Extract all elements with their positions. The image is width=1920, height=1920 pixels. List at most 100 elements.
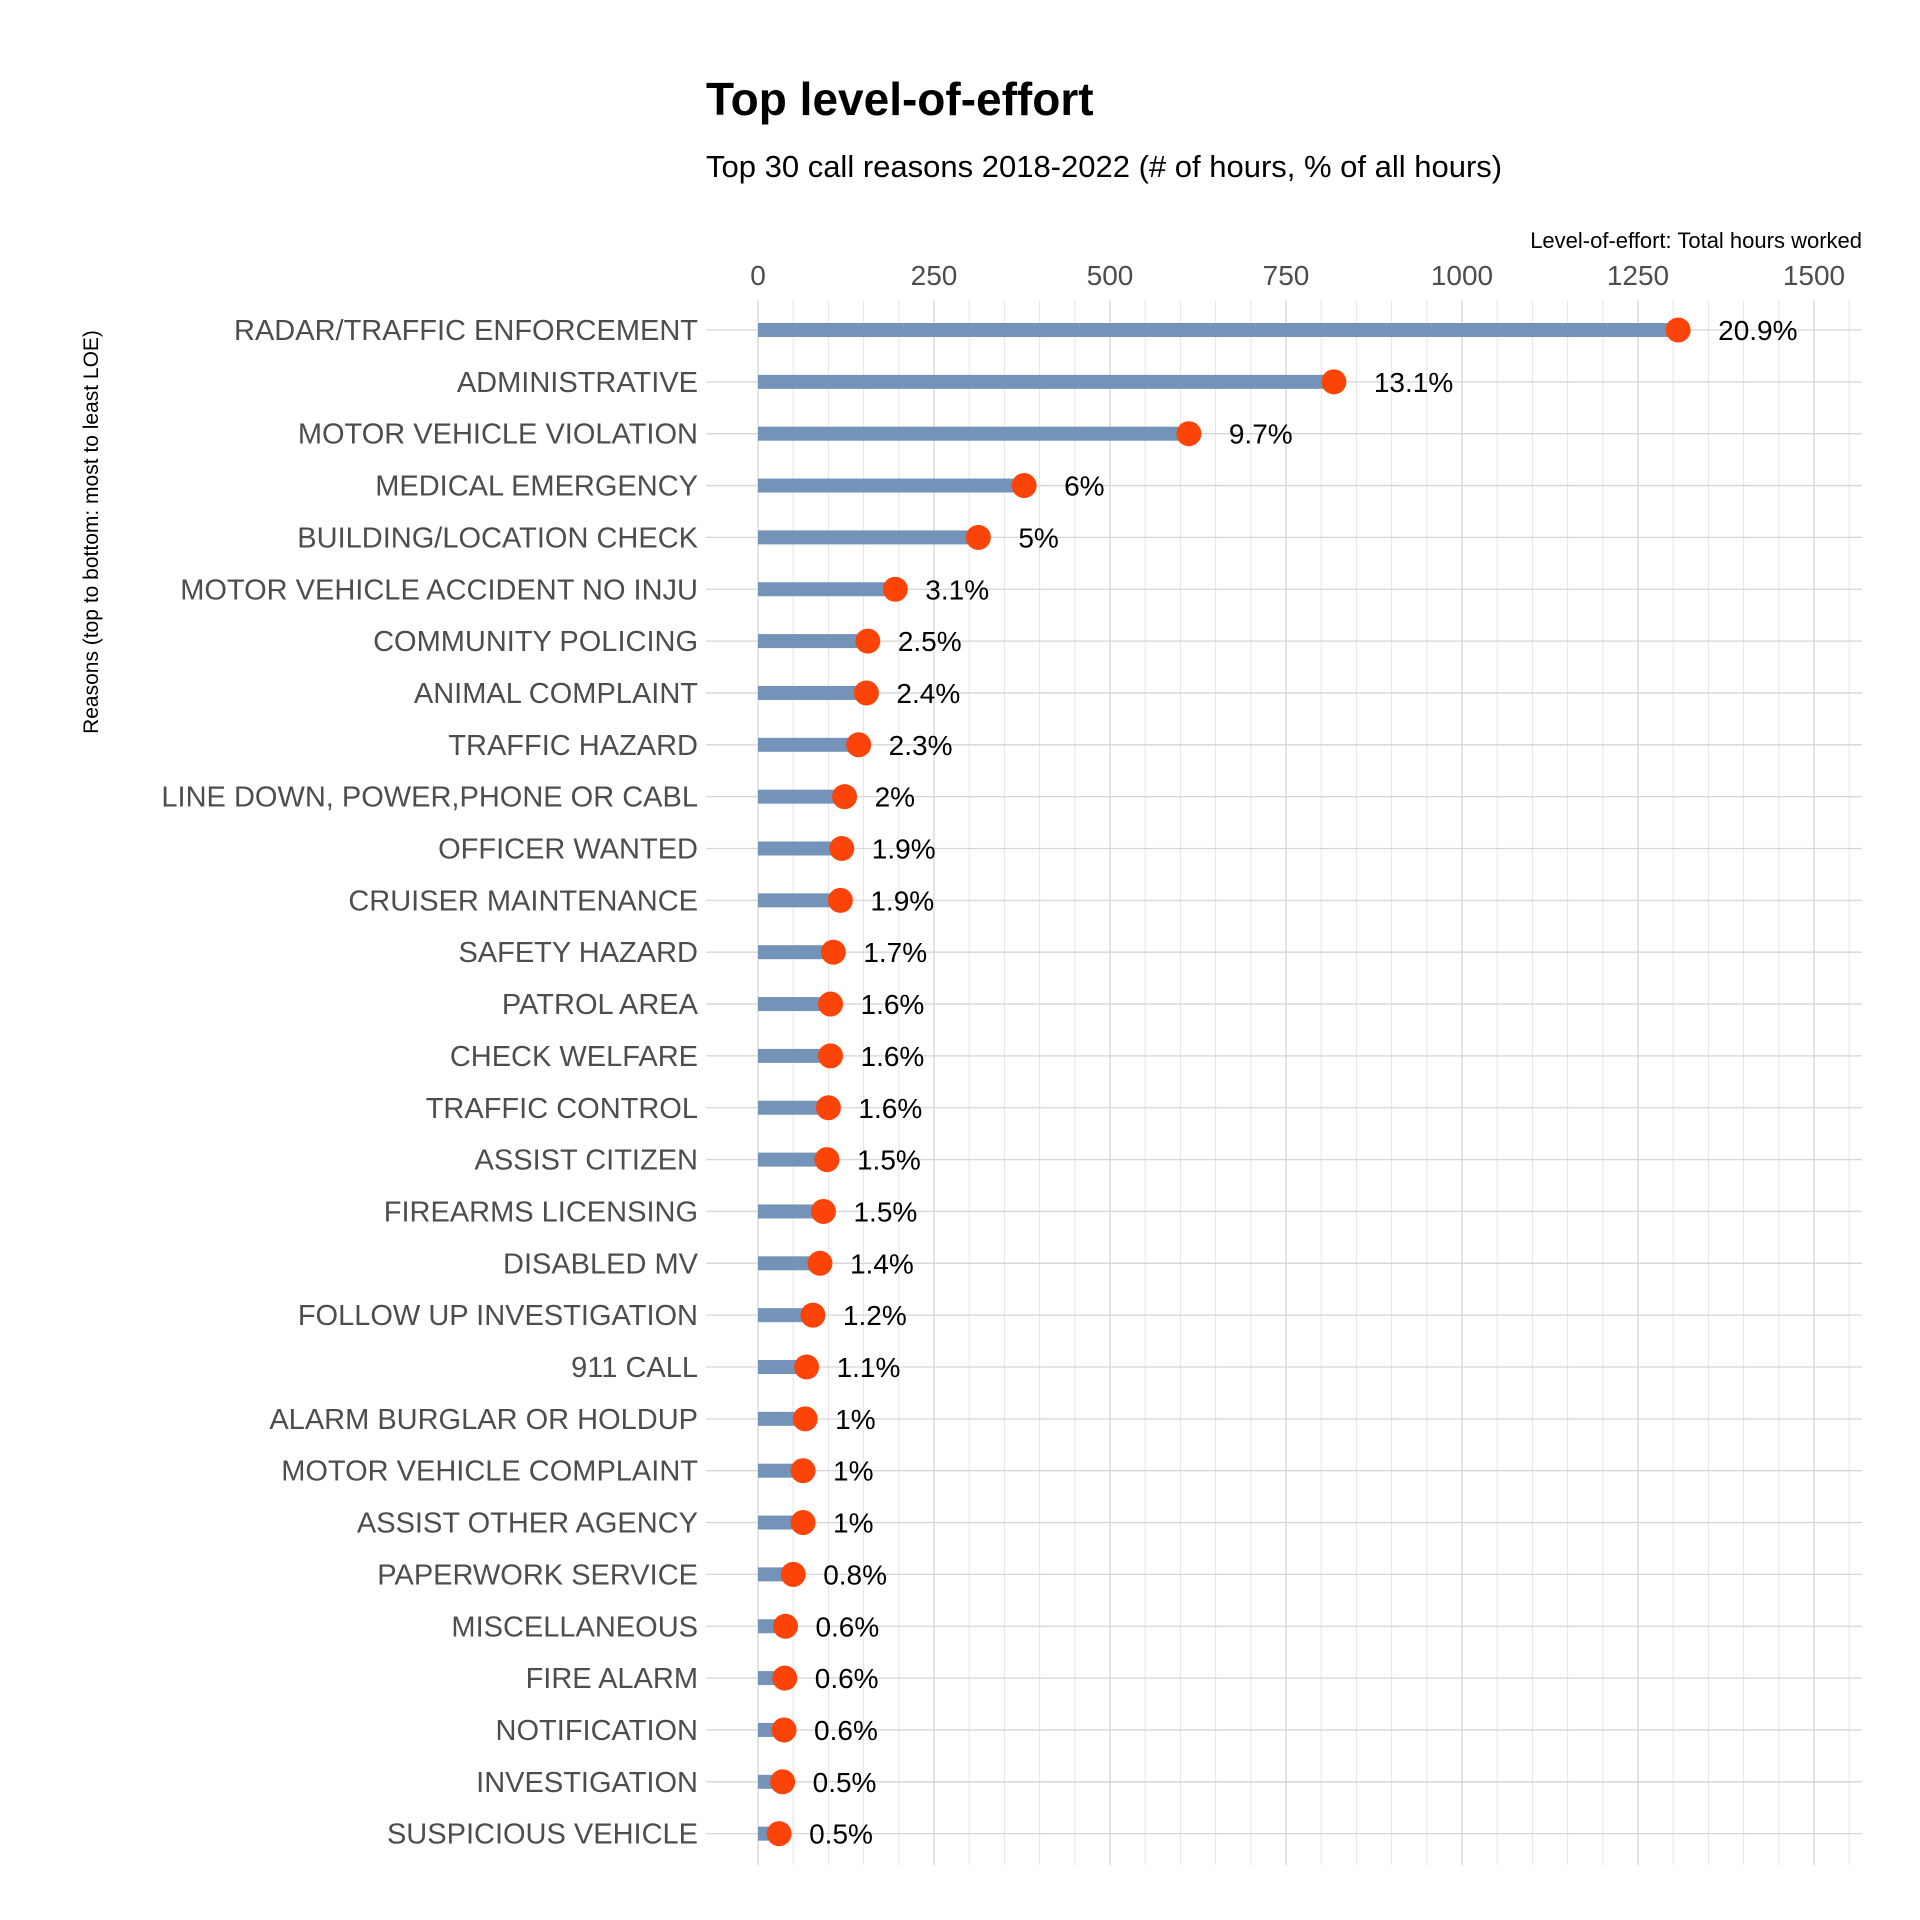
y-tick-label: CHECK WELFARE	[450, 1041, 698, 1073]
percent-label: 1.5%	[853, 1196, 917, 1227]
percent-label: 1.6%	[861, 989, 925, 1020]
point	[820, 939, 846, 965]
x-tick-labels: 0 250 500 750 1000 1250 1500	[750, 260, 1845, 291]
percent-label: 1.5%	[857, 1145, 921, 1176]
y-tick-label: OFFICER WANTED	[438, 834, 698, 866]
percent-label: 2.3%	[889, 730, 953, 761]
y-tick-label: MOTOR VEHICLE VIOLATION	[298, 419, 698, 451]
y-tick-label: ADMINISTRATIVE	[457, 367, 698, 399]
percent-label: 2%	[875, 782, 915, 813]
point	[1176, 421, 1202, 447]
percent-label: 1.4%	[850, 1248, 914, 1279]
y-tick-label: BUILDING/LOCATION CHECK	[297, 522, 698, 554]
point	[771, 1717, 797, 1743]
y-tick-label: LINE DOWN, POWER,PHONE OR CABL	[161, 782, 698, 814]
x-tick-label: 500	[1087, 260, 1134, 291]
bar	[758, 1308, 813, 1323]
y-tick-label: ANIMAL COMPLAINT	[414, 678, 698, 710]
x-tick-label: 1500	[1783, 260, 1845, 291]
y-tick-label: RADAR/TRAFFIC ENFORCEMENT	[234, 315, 698, 347]
point	[1011, 473, 1037, 499]
point	[790, 1510, 816, 1536]
bar	[758, 374, 1334, 389]
point	[810, 1198, 836, 1224]
percent-label: 0.5%	[813, 1767, 877, 1798]
point	[855, 628, 881, 654]
bar	[758, 1048, 831, 1063]
bar	[758, 323, 1679, 337]
point	[818, 991, 844, 1017]
point	[770, 1769, 796, 1795]
percent-label: 1.9%	[872, 834, 936, 865]
y-tick-label: ASSIST CITIZEN	[475, 1145, 698, 1177]
bar	[758, 478, 1025, 493]
chart-subtitle: Top 30 call reasons 2018-2022 (# of hour…	[706, 149, 1502, 184]
point	[846, 732, 872, 758]
point	[772, 1665, 798, 1691]
y-tick-label: FOLLOW UP INVESTIGATION	[298, 1300, 698, 1332]
y-tick-label: PATROL AREA	[502, 989, 699, 1021]
y-tick-label: ASSIST OTHER AGENCY	[357, 1508, 698, 1540]
bar	[758, 841, 842, 856]
bar	[758, 893, 841, 908]
bar	[758, 1152, 827, 1167]
percent-label: 1.9%	[870, 885, 934, 916]
percent-label: 9.7%	[1229, 419, 1293, 450]
percent-label: 6%	[1064, 471, 1104, 502]
point	[766, 1821, 792, 1847]
bar	[758, 634, 868, 649]
percent-labels: 20.9% 13.1% 9.7% 6%5% 3.1% 2.5% 2.4% 2.3% 2% 1.9%…	[809, 315, 1797, 1850]
y-axis-title: Reasons (top to bottom: most to least LO…	[80, 330, 103, 734]
point	[814, 1147, 840, 1173]
point	[832, 784, 858, 810]
bar	[758, 1204, 824, 1219]
point	[882, 576, 908, 602]
percent-label: 1.1%	[837, 1352, 901, 1383]
percent-label: 1%	[835, 1404, 875, 1435]
y-tick-label: CRUISER MAINTENANCE	[348, 885, 698, 917]
y-tick-label: MOTOR VEHICLE COMPLAINT	[281, 1456, 698, 1488]
points	[766, 317, 1691, 1847]
bar	[758, 685, 867, 700]
y-tick-label: FIRE ALARM	[526, 1663, 698, 1695]
point	[772, 1613, 798, 1639]
point	[780, 1561, 806, 1587]
point	[827, 887, 853, 913]
point	[807, 1250, 833, 1276]
y-tick-label: SUSPICIOUS VEHICLE	[387, 1819, 698, 1851]
bar	[758, 945, 834, 960]
y-tick-label: TRAFFIC HAZARD	[448, 730, 698, 762]
percent-label: 5%	[1018, 522, 1058, 553]
point	[1665, 317, 1691, 343]
y-tick-label: 911 CALL	[571, 1352, 698, 1384]
y-tick-label: DISABLED MV	[503, 1248, 699, 1280]
point	[790, 1458, 816, 1484]
bar	[758, 530, 979, 545]
percent-label: 1%	[833, 1508, 873, 1539]
y-tick-label: PAPERWORK SERVICE	[377, 1559, 698, 1591]
percent-label: 0.6%	[815, 1663, 879, 1694]
percent-label: 0.5%	[809, 1819, 873, 1850]
percent-label: 0.6%	[815, 1611, 879, 1642]
y-tick-label: ALARM BURGLAR OR HOLDUP	[269, 1404, 698, 1436]
x-tick-label: 0	[750, 260, 766, 291]
bar	[758, 1360, 807, 1374]
y-tick-label: SAFETY HAZARD	[458, 937, 698, 969]
bar	[758, 426, 1189, 441]
x-tick-label: 1250	[1607, 260, 1669, 291]
y-tick-labels: RADAR/TRAFFIC ENFORCEMENT ADMINISTRATIVE M…	[161, 315, 698, 1851]
bars	[758, 323, 1679, 1841]
point	[829, 836, 855, 861]
percent-label: 1%	[833, 1456, 873, 1487]
bar	[758, 997, 831, 1012]
percent-label: 1.7%	[863, 937, 927, 968]
percent-label: 0.8%	[823, 1559, 887, 1590]
x-axis-title: Level-of-effort: Total hours worked	[1530, 228, 1862, 253]
percent-label: 2.5%	[898, 626, 962, 657]
point	[792, 1406, 818, 1432]
point	[815, 1095, 841, 1121]
point	[794, 1354, 820, 1380]
bar	[758, 1100, 829, 1115]
y-tick-label: NOTIFICATION	[496, 1715, 698, 1747]
